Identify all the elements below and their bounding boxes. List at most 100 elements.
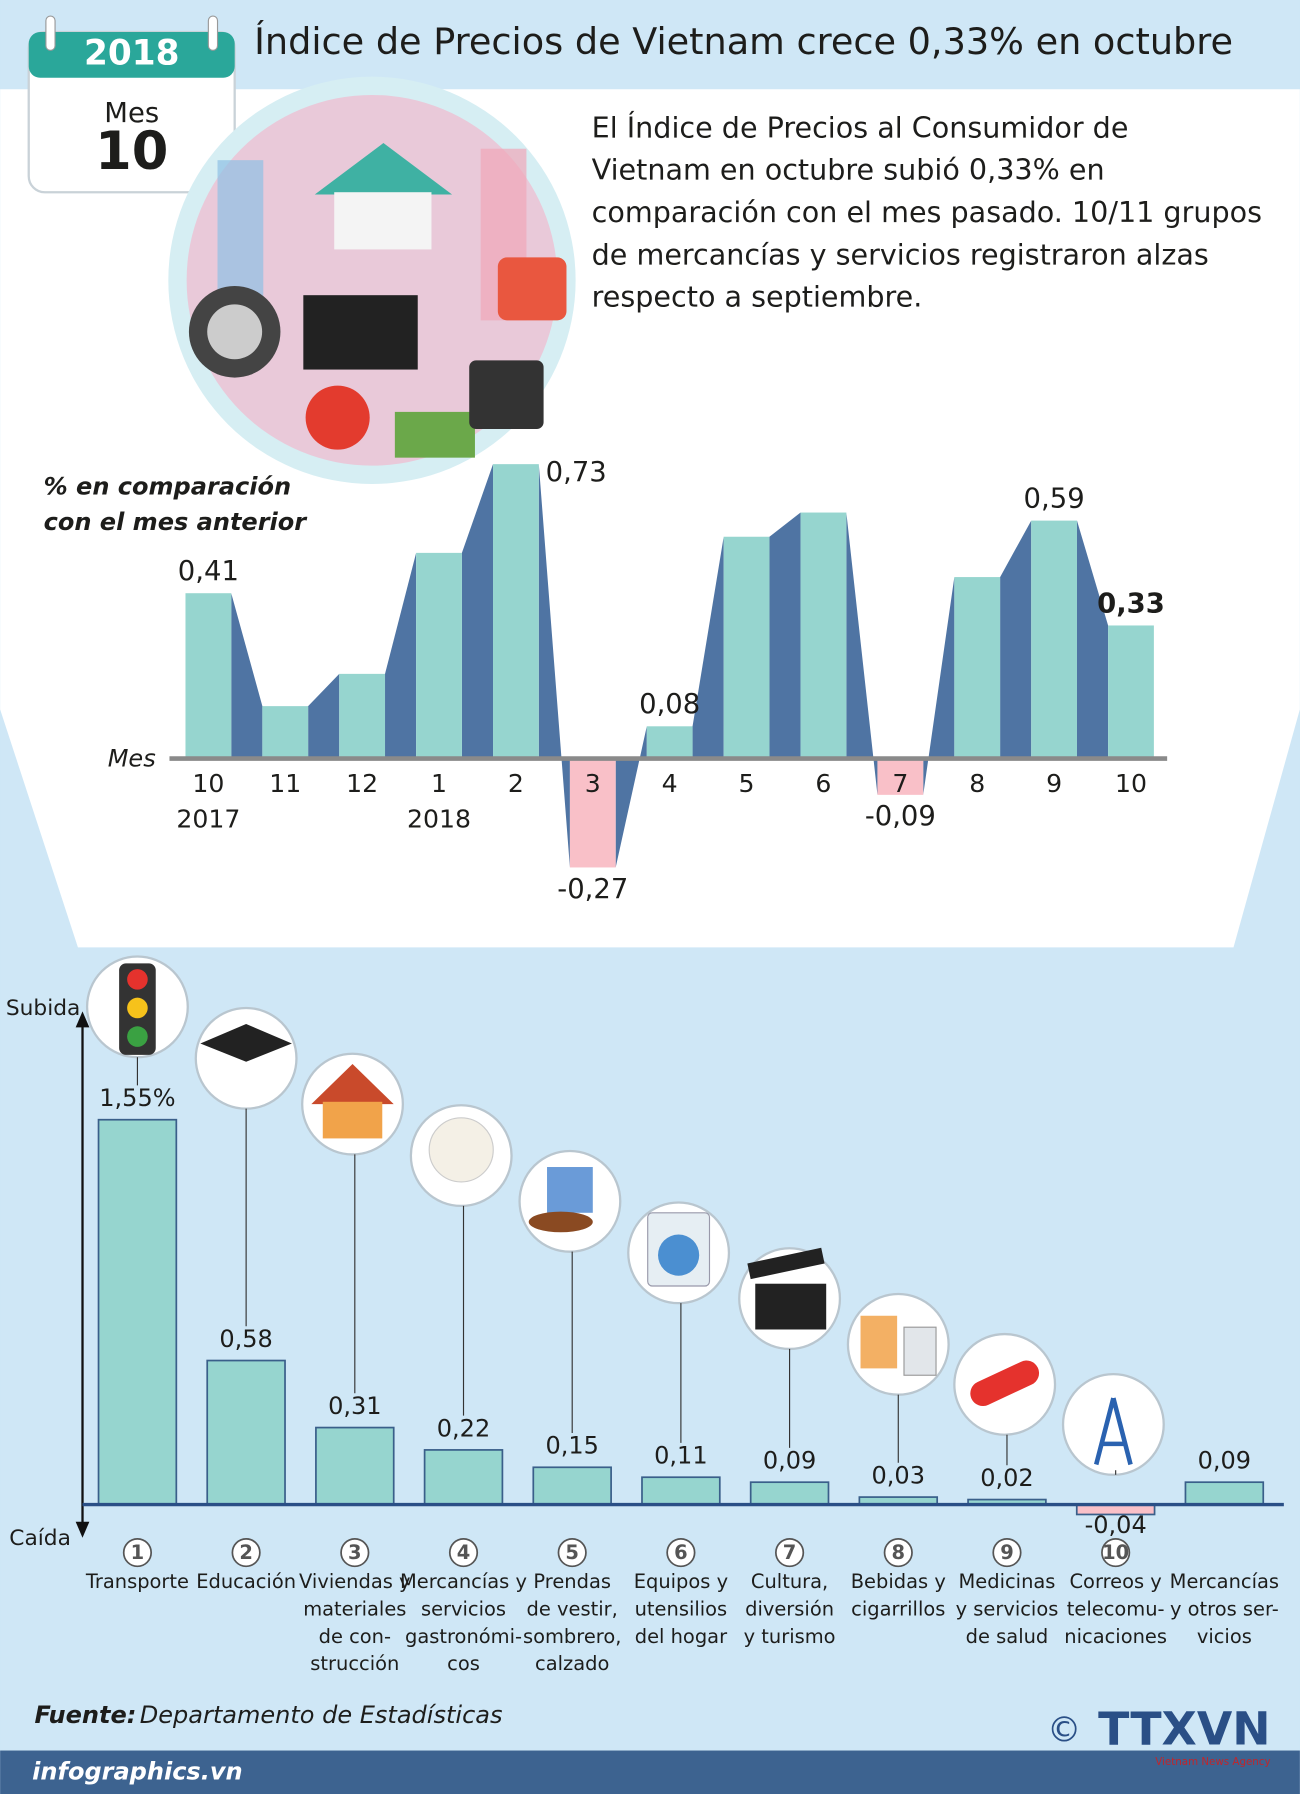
roof — [311, 1064, 394, 1105]
bar — [206, 1359, 286, 1506]
number-badge — [774, 1538, 805, 1568]
x-tick-label: 3 — [585, 769, 601, 798]
value-label: 0,09 — [1198, 1447, 1251, 1475]
number-badge — [557, 1538, 587, 1568]
x-tick-label: 6 — [815, 769, 831, 798]
cigarettes — [903, 1326, 937, 1376]
drum — [658, 1234, 700, 1276]
category-number: 7 — [783, 1541, 797, 1564]
value-label: 0,41 — [178, 556, 239, 587]
x-tick-label: 4 — [662, 769, 678, 798]
lamp — [127, 1026, 148, 1047]
category-label: Transporte — [85, 1570, 189, 1593]
house — [322, 1101, 383, 1139]
number-badge — [992, 1538, 1022, 1568]
lamp — [127, 997, 148, 1019]
bar — [185, 593, 232, 759]
category-label: cigarrillos — [851, 1597, 945, 1620]
y-top-label: Subida — [6, 996, 80, 1021]
bar — [97, 1118, 178, 1506]
value-label: 1,55% — [99, 1084, 175, 1112]
glass — [860, 1315, 898, 1369]
bar — [1031, 520, 1077, 759]
bar — [1184, 1481, 1265, 1506]
category-label: materiales — [303, 1597, 406, 1620]
category-label: de con- — [319, 1625, 391, 1648]
connector — [538, 464, 570, 868]
category-label: Viviendas y — [299, 1570, 411, 1593]
icon — [1061, 1372, 1165, 1476]
category-number: 5 — [565, 1541, 579, 1564]
category-label: Prendas — [533, 1570, 611, 1593]
category-number: 2 — [239, 1541, 253, 1564]
category-label: y otros ser- — [1170, 1597, 1279, 1620]
bar — [723, 536, 770, 759]
connector — [231, 593, 263, 759]
tv — [497, 257, 567, 321]
bar — [641, 1476, 721, 1506]
connector — [692, 536, 724, 759]
wheel — [207, 304, 263, 360]
category-label: diversión — [745, 1597, 834, 1620]
x-tick-label: 10 — [1115, 769, 1147, 798]
category-label: servicios — [421, 1597, 506, 1620]
connector — [846, 512, 878, 795]
category-label: sombrero, — [523, 1625, 621, 1648]
value-label: 0,31 — [328, 1392, 381, 1420]
value-label: 0,33 — [1097, 588, 1165, 619]
category-icons — [85, 955, 1165, 1476]
value-label: -0,04 — [1085, 1511, 1147, 1539]
connector — [1076, 520, 1109, 759]
category-label: gastronómi- — [405, 1625, 522, 1648]
title: Índice de Precios de Vietnam crece 0,33%… — [254, 19, 1233, 63]
source-label: Fuente: — [34, 1701, 136, 1729]
bar — [315, 1426, 395, 1506]
category-label: Mercancías y — [400, 1570, 527, 1593]
connector — [308, 673, 340, 759]
category-number: 9 — [1000, 1541, 1014, 1564]
category-label: y servicios — [956, 1597, 1059, 1620]
bar — [646, 726, 693, 759]
x-tick-label: 9 — [1046, 769, 1062, 798]
category-number: 3 — [348, 1541, 362, 1564]
category-label: Correos y — [1069, 1570, 1161, 1593]
pill — [970, 1360, 1040, 1406]
description-line: El Índice de Precios al Consumidor de — [592, 110, 1129, 144]
copyright: © — [1047, 1711, 1081, 1751]
category-label: strucción — [310, 1652, 399, 1675]
number-badge — [448, 1538, 479, 1568]
number-badge — [340, 1538, 370, 1568]
ring — [45, 15, 56, 51]
month-label: Mes — [104, 98, 159, 129]
number-badge — [883, 1538, 913, 1568]
y-bottom-label: Caída — [9, 1526, 71, 1551]
plate — [428, 1117, 494, 1183]
cap — [200, 1023, 292, 1062]
description-line: comparación con el mes pasado. 10/11 gru… — [592, 195, 1262, 229]
tomato — [305, 385, 370, 450]
connector — [1000, 520, 1032, 759]
house-roof — [314, 143, 453, 195]
category-label: Cultura, — [751, 1570, 828, 1593]
site: infographics.vn — [32, 1757, 242, 1785]
bar — [1108, 625, 1154, 759]
category-label: Educación — [196, 1570, 296, 1593]
category-label: cos — [447, 1652, 480, 1675]
value-label: -0,27 — [557, 874, 628, 905]
value-label: -0,09 — [865, 801, 936, 832]
bar — [416, 552, 462, 759]
bar — [569, 758, 616, 868]
y-axis-label: % en comparación — [44, 472, 291, 500]
monitor — [303, 295, 418, 370]
bar — [800, 512, 847, 759]
phone — [469, 360, 544, 430]
connector — [769, 512, 801, 759]
source: Departamento de Estadísticas — [140, 1701, 503, 1729]
books — [394, 411, 475, 458]
year-label: 2018 — [407, 804, 471, 833]
value-label: 0,08 — [639, 689, 700, 720]
agency: Vietnam News Agency — [1155, 1756, 1270, 1768]
category-label: Medicinas — [959, 1570, 1056, 1593]
bar — [749, 1481, 830, 1506]
